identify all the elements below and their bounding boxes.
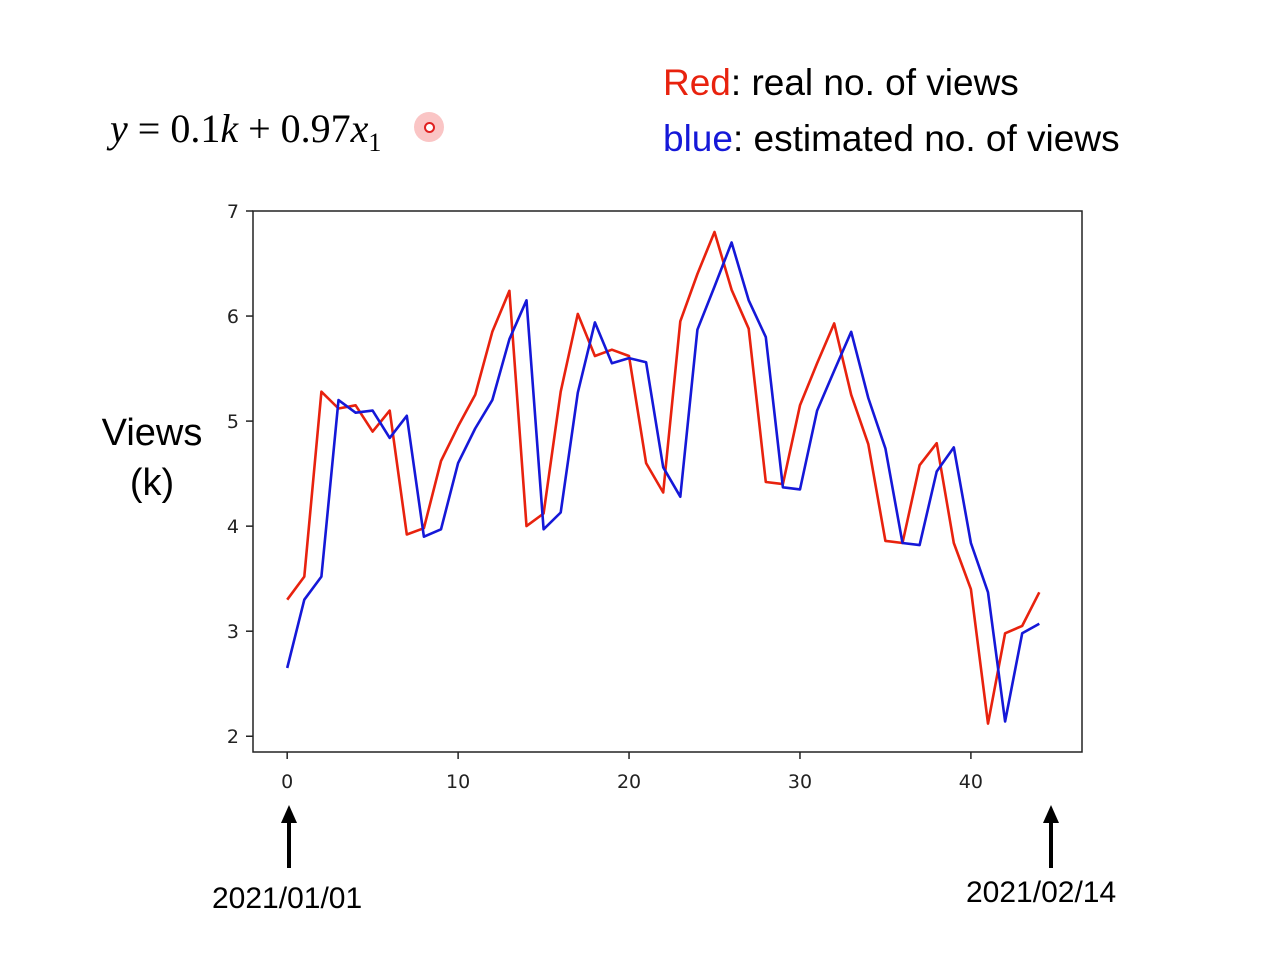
plot-frame <box>252 210 1083 753</box>
equation-x: x <box>350 106 369 151</box>
equation-y: y <box>110 106 128 151</box>
x-tick-label: 20 <box>617 771 641 793</box>
equation-part-1: = 0.1 <box>127 106 221 151</box>
legend-blue-word: blue <box>663 118 733 159</box>
arrow-up-icon <box>281 805 297 868</box>
y-tick-label: 7 <box>227 201 239 223</box>
x-tick-label: 40 <box>959 771 983 793</box>
series-line-real-views <box>286 230 1041 725</box>
equation-part-2: + 0.97 <box>238 106 351 151</box>
legend-blue-entry: blue: estimated no. of views <box>663 118 1120 160</box>
y-tick-label: 2 <box>227 726 239 748</box>
y-axis-label-line1: Views <box>101 412 203 454</box>
legend-red-entry: Red: real no. of views <box>663 62 1019 104</box>
arrow-up-icon <box>1043 805 1059 868</box>
regression-equation: y = 0.1k + 0.97x1 <box>110 105 381 158</box>
y-tick-label: 3 <box>227 621 239 643</box>
y-tick-label: 4 <box>227 516 239 538</box>
y-axis-label-line2: (k) <box>129 462 175 504</box>
end-date-label: 2021/02/14 <box>966 876 1117 909</box>
equation-k: k <box>220 106 239 151</box>
legend-red-word: Red <box>663 62 731 103</box>
equation-subscript: 1 <box>368 128 382 157</box>
legend-red-text: : real no. of views <box>730 62 1019 103</box>
x-tick-label: 10 <box>446 771 470 793</box>
y-tick-label: 5 <box>227 411 239 433</box>
legend-blue-text: : estimated no. of views <box>732 118 1120 159</box>
y-tick-label: 6 <box>227 306 239 328</box>
series-line-estimated-views <box>285 241 1040 723</box>
x-tick-label: 0 <box>281 771 293 793</box>
y-axis-label: Views (k) <box>82 408 222 508</box>
x-tick-label: 30 <box>788 771 812 793</box>
pointer-cursor-icon <box>414 112 444 142</box>
start-date-label: 2021/01/01 <box>212 882 363 915</box>
